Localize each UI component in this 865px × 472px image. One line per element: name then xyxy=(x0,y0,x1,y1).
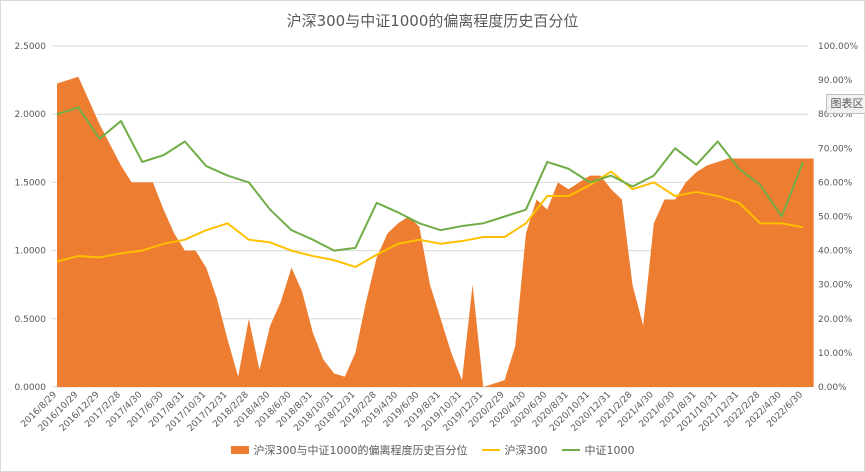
legend-label-area: 沪深300与中证1000的偏离程度历史百分位 xyxy=(253,444,468,457)
y-right-tick-label: 60.00% xyxy=(818,178,853,188)
x-axis: 2016/8/292016/10/292016/12/292017/2/2820… xyxy=(19,390,805,434)
y-right-tick-label: 90.00% xyxy=(818,76,853,86)
y-axis-right: 0.00% 10.00% 20.00% 30.00% 40.00% 50.00% 60.00… xyxy=(818,42,858,393)
line-series xyxy=(56,106,804,268)
hs300-line xyxy=(56,170,804,268)
y-right-tick-label: 30.00% xyxy=(818,281,853,291)
zz1000-line xyxy=(56,106,804,252)
legend-label-zz1000: 中证1000 xyxy=(584,444,635,457)
legend-swatch-hs300 xyxy=(481,449,500,451)
y-left-tick-label: 1.5000 xyxy=(15,178,47,188)
legend: 沪深300与中证1000的偏离程度历史百分位 沪深300 中证1000 xyxy=(0,441,865,459)
legend-item-area[interactable]: 沪深300与中证1000的偏离程度历史百分位 xyxy=(230,442,468,458)
y-right-tick-label: 10.00% xyxy=(818,349,853,359)
legend-item-zz1000[interactable]: 中证1000 xyxy=(561,442,635,458)
legend-swatch-zz1000 xyxy=(561,449,580,451)
area-series-path xyxy=(57,76,814,387)
y-left-tick-label: 2.0000 xyxy=(15,110,47,120)
y-right-tick-label: 40.00% xyxy=(818,247,853,257)
chart-title: 沪深300与中证1000的偏离程度历史百分位 xyxy=(286,12,579,30)
legend-item-hs300[interactable]: 沪深300 xyxy=(481,442,548,458)
y-left-tick-label: 1.0000 xyxy=(15,247,47,257)
y-left-tick-label: 0.0000 xyxy=(15,383,47,393)
area-series xyxy=(57,76,814,387)
y-left-tick-label: 0.5000 xyxy=(15,315,47,325)
y-left-tick-label: 2.5000 xyxy=(15,42,47,52)
chart-area-tooltip: 图表区 xyxy=(826,94,865,114)
y-right-tick-label: 50.00% xyxy=(818,213,853,223)
y-right-tick-label: 70.00% xyxy=(818,144,853,154)
y-right-tick-label: 0.00% xyxy=(818,383,847,393)
y-right-tick-label: 100.00% xyxy=(818,42,858,52)
y-right-tick-label: 20.00% xyxy=(818,315,853,325)
y-right-tick-label: 80.00% xyxy=(818,110,853,120)
y-axis-left: 0.0000 0.5000 1.0000 1.5000 2.0000 2.5000 xyxy=(15,42,47,393)
legend-label-hs300: 沪深300 xyxy=(504,444,548,457)
legend-swatch-area xyxy=(230,446,249,454)
